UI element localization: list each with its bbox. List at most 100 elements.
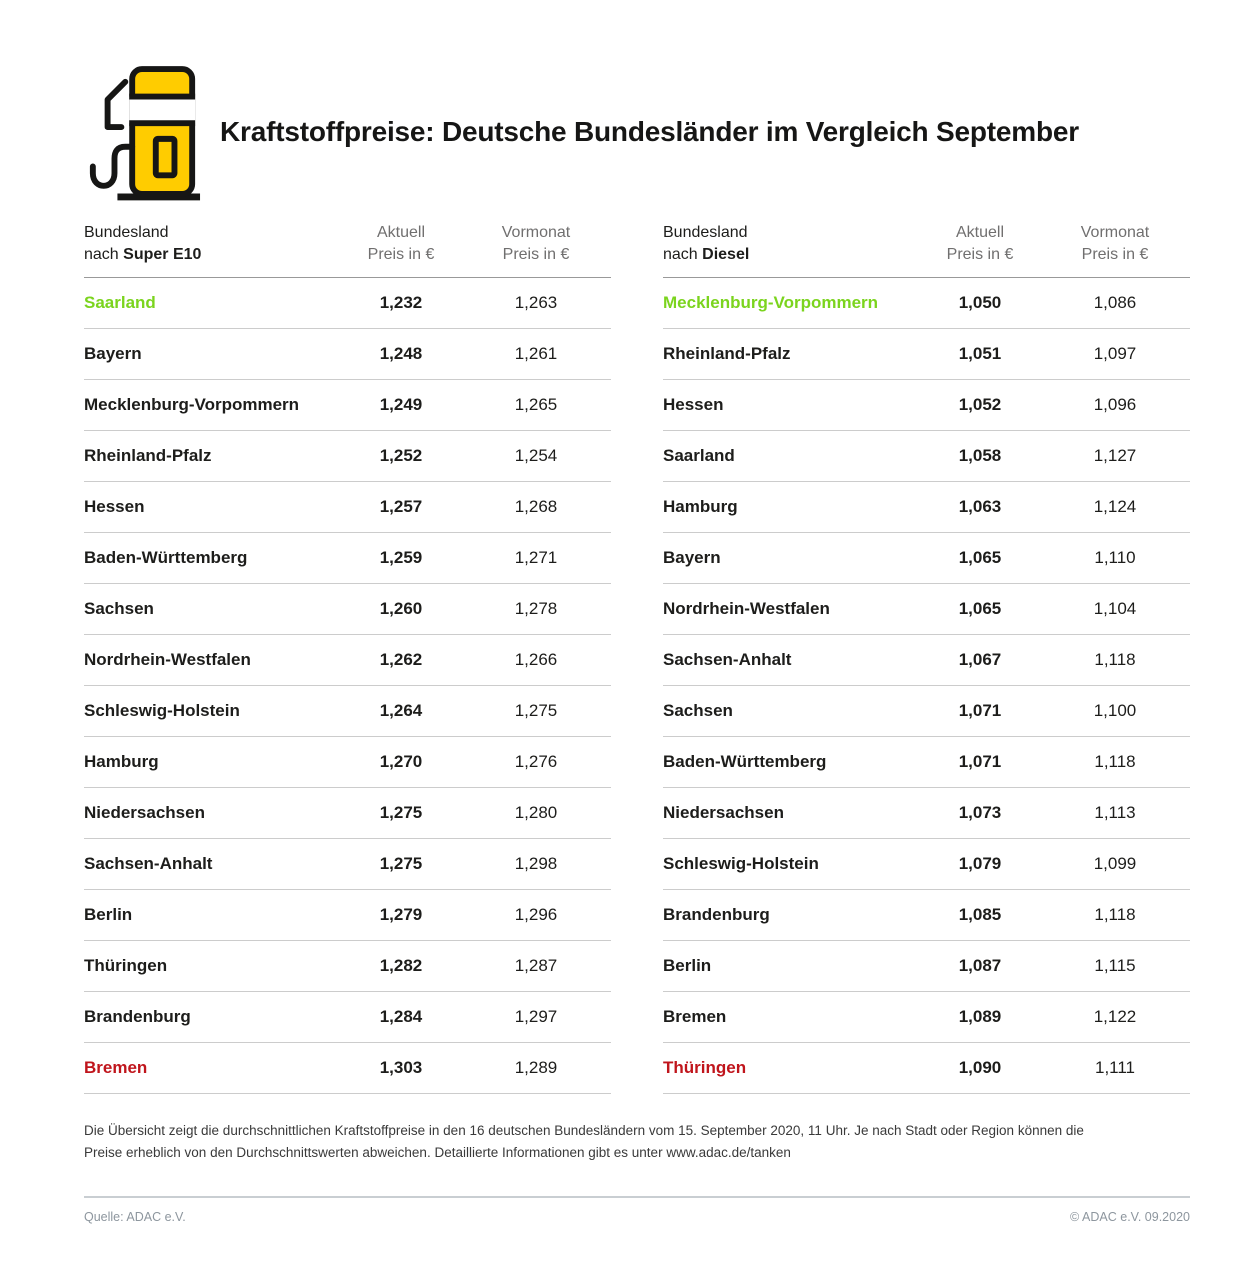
- state-name: Baden-Württemberg: [663, 752, 827, 771]
- table-row: Sachsen 1,071 1,100: [663, 686, 1190, 737]
- footnote-line2: Preise erheblich von den Durchschnittswe…: [84, 1142, 1190, 1164]
- current-price: 1,275: [379, 854, 423, 873]
- previous-price: 1,261: [514, 344, 558, 363]
- previous-price: 1,118: [1094, 752, 1136, 771]
- previous-price: 1,113: [1094, 803, 1136, 822]
- table-row: Nordrhein-Westfalen 1,262 1,266: [84, 635, 611, 686]
- previous-price: 1,280: [514, 803, 558, 822]
- table-row: Baden-Württemberg 1,071 1,118: [663, 737, 1190, 788]
- table-row: Baden-Württemberg 1,259 1,271: [84, 533, 611, 584]
- header-vormonat-line2: Preis in €: [502, 246, 570, 263]
- state-name: Brandenburg: [84, 1007, 191, 1026]
- current-price: 1,087: [958, 956, 1002, 975]
- current-price: 1,071: [958, 752, 1002, 771]
- state-name: Schleswig-Holstein: [84, 701, 240, 720]
- header-aktuell-line2: Preis in €: [946, 246, 1014, 263]
- masthead: Kraftstoffpreise: Deutsche Bundesländer …: [84, 0, 1190, 206]
- table-row: Thüringen 1,090 1,111: [663, 1043, 1190, 1094]
- previous-price: 1,276: [514, 752, 558, 771]
- column-header-bundesland: Bundesland nach Diesel: [663, 222, 920, 266]
- state-name: Hessen: [663, 395, 724, 414]
- previous-price: 1,297: [514, 1007, 558, 1026]
- current-price: 1,050: [958, 293, 1002, 312]
- state-name: Bayern: [84, 344, 142, 363]
- header-bundesland-line2: nach Super E10: [84, 244, 341, 266]
- current-price: 1,067: [958, 650, 1002, 669]
- current-price: 1,079: [958, 854, 1002, 873]
- previous-price: 1,275: [514, 701, 558, 720]
- state-name: Thüringen: [663, 1058, 747, 1077]
- footnote-line1: Die Übersicht zeigt die durchschnittlich…: [84, 1123, 1084, 1138]
- header-bundesland-line2: nach Diesel: [663, 244, 920, 266]
- page-title: Kraftstoffpreise: Deutsche Bundesländer …: [220, 116, 1079, 147]
- current-price: 1,252: [379, 446, 423, 465]
- table-row: Brandenburg 1,284 1,297: [84, 992, 611, 1043]
- state-name: Bayern: [663, 548, 721, 567]
- current-price: 1,260: [379, 599, 423, 618]
- current-price: 1,090: [958, 1058, 1002, 1077]
- table-row: Sachsen 1,260 1,278: [84, 584, 611, 635]
- header-vormonat-line1: Vormonat: [1080, 224, 1150, 241]
- current-price: 1,248: [379, 344, 423, 363]
- table-row: Berlin 1,279 1,296: [84, 890, 611, 941]
- table-row: Rheinland-Pfalz 1,051 1,097: [663, 329, 1190, 380]
- table-row: Bayern 1,248 1,261: [84, 329, 611, 380]
- current-price: 1,270: [379, 752, 423, 771]
- table-row: Sachsen-Anhalt 1,275 1,298: [84, 839, 611, 890]
- table-row: Hamburg 1,270 1,276: [84, 737, 611, 788]
- current-price: 1,282: [379, 956, 423, 975]
- current-price: 1,058: [958, 446, 1002, 465]
- table-row: Bremen 1,089 1,122: [663, 992, 1190, 1043]
- tables-wrap: Bundesland nach Super E10 Aktuell Preis …: [84, 222, 1190, 1094]
- state-name: Hessen: [84, 497, 145, 516]
- table-row: Berlin 1,087 1,115: [663, 941, 1190, 992]
- current-price: 1,052: [958, 395, 1002, 414]
- previous-price: 1,086: [1093, 293, 1137, 312]
- table-header: Bundesland nach Super E10 Aktuell Preis …: [84, 222, 611, 278]
- state-name: Saarland: [84, 293, 156, 312]
- table-row: Saarland 1,058 1,127: [663, 431, 1190, 482]
- previous-price: 1,266: [514, 650, 558, 669]
- current-price: 1,303: [379, 1058, 423, 1077]
- state-name: Bremen: [663, 1007, 727, 1026]
- state-name: Mecklenburg-Vorpommern: [84, 395, 300, 414]
- copyright-label: © ADAC e.V. 09.2020: [1070, 1210, 1190, 1224]
- header-bundesland-line1: Bundesland: [663, 224, 748, 241]
- state-name: Rheinland-Pfalz: [84, 446, 212, 465]
- current-price: 1,264: [379, 701, 423, 720]
- state-name: Brandenburg: [663, 905, 770, 924]
- state-name: Mecklenburg-Vorpommern: [663, 293, 879, 312]
- column-header-aktuell: Aktuell Preis in €: [341, 222, 461, 266]
- state-name: Berlin: [663, 956, 712, 975]
- previous-price: 1,271: [514, 548, 558, 567]
- header-bundesland-line1: Bundesland: [84, 224, 169, 241]
- column-header-aktuell: Aktuell Preis in €: [920, 222, 1040, 266]
- previous-price: 1,118: [1094, 650, 1136, 669]
- table-row: Schleswig-Holstein 1,079 1,099: [663, 839, 1190, 890]
- state-name: Saarland: [663, 446, 735, 465]
- previous-price: 1,097: [1093, 344, 1137, 363]
- table-row: Niedersachsen 1,275 1,280: [84, 788, 611, 839]
- previous-price: 1,122: [1093, 1007, 1137, 1026]
- column-header-vormonat: Vormonat Preis in €: [1040, 222, 1190, 266]
- table-super-e10: Bundesland nach Super E10 Aktuell Preis …: [84, 222, 611, 1094]
- footer: Quelle: ADAC e.V. © ADAC e.V. 09.2020: [84, 1198, 1190, 1224]
- state-name: Rheinland-Pfalz: [663, 344, 791, 363]
- previous-price: 1,096: [1093, 395, 1137, 414]
- header-aktuell-line1: Aktuell: [376, 224, 426, 241]
- table-row: Bayern 1,065 1,110: [663, 533, 1190, 584]
- table-row: Hamburg 1,063 1,124: [663, 482, 1190, 533]
- current-price: 1,275: [379, 803, 423, 822]
- header-vormonat-line1: Vormonat: [501, 224, 571, 241]
- source-label: Quelle: ADAC e.V.: [84, 1210, 186, 1224]
- current-price: 1,089: [958, 1007, 1002, 1026]
- table-row: Mecklenburg-Vorpommern 1,249 1,265: [84, 380, 611, 431]
- header-nach: nach: [663, 246, 698, 263]
- table-row: Bremen 1,303 1,289: [84, 1043, 611, 1094]
- current-price: 1,279: [379, 905, 423, 924]
- state-name: Niedersachsen: [663, 803, 784, 822]
- footnote-line2-text: Preise erheblich von den Durchschnittswe…: [84, 1145, 667, 1160]
- previous-price: 1,100: [1093, 701, 1137, 720]
- current-price: 1,065: [958, 548, 1002, 567]
- previous-price: 1,278: [514, 599, 558, 618]
